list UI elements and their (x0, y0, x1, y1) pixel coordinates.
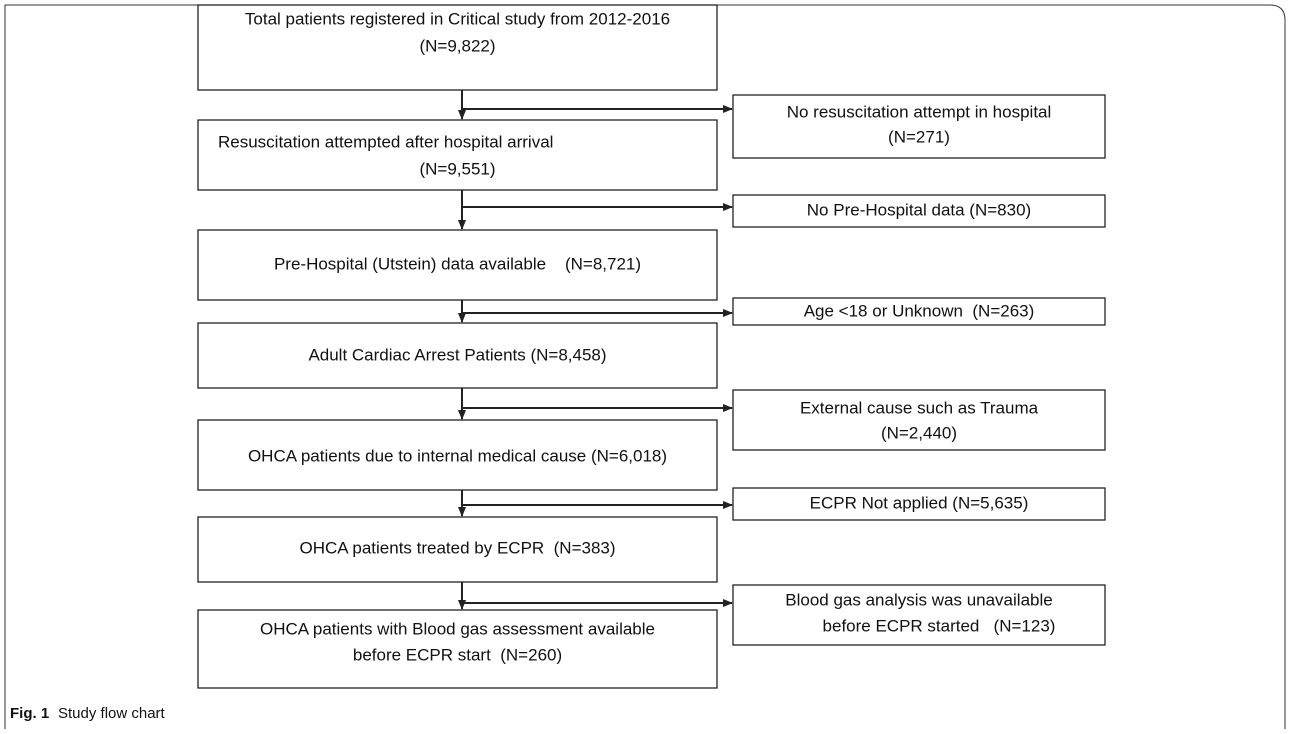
exclusion-text: before ECPR started (N=123) (823, 616, 1056, 635)
box-text: Adult Cardiac Arrest Patients (N=8,458) (308, 345, 606, 364)
exclusion-box (732, 389, 1106, 451)
frame (4, 4, 1286, 729)
exclusion-box (732, 584, 1106, 646)
exclusion-box (732, 94, 1106, 159)
process-box (197, 229, 718, 301)
box-text: (N=9,822) (419, 36, 495, 55)
exclusion-text: ECPR Not applied (N=5,635) (810, 493, 1029, 512)
exclusion-text: No resuscitation attempt in hospital (787, 102, 1052, 121)
box-text: Total patients registered in Critical st… (245, 9, 670, 28)
caption-label: Fig. 1 (10, 705, 49, 722)
exclusion-text: (N=2,440) (881, 423, 957, 442)
exclusion-text: (N=271) (888, 127, 950, 146)
process-box (197, 609, 718, 689)
exclusion-box (732, 194, 1106, 228)
process-box (197, 119, 718, 191)
caption-text: Study flow chart (58, 705, 166, 722)
process-box (197, 322, 718, 389)
process-box (197, 4, 718, 91)
box-text: OHCA patients with Blood gas assessment … (260, 619, 655, 638)
process-box (197, 516, 718, 583)
box-text: before ECPR start (N=260) (353, 645, 562, 664)
box-text: (N=9,551) (419, 159, 495, 178)
exclusion-box (732, 487, 1106, 521)
box-text: OHCA patients due to internal medical ca… (248, 446, 667, 465)
box-text: Pre-Hospital (Utstein) data available (N… (274, 254, 641, 273)
exclusion-text: No Pre-Hospital data (N=830) (807, 200, 1031, 219)
box-text: Resuscitation attempted after hospital a… (218, 132, 553, 151)
box-text: OHCA patients treated by ECPR (N=383) (299, 538, 615, 557)
exclusion-text: Blood gas analysis was unavailable (785, 590, 1052, 609)
exclusion-text: Age <18 or Unknown (N=263) (804, 301, 1035, 320)
exclusion-box (732, 297, 1106, 326)
process-box (197, 419, 718, 491)
exclusion-text: External cause such as Trauma (800, 398, 1039, 417)
